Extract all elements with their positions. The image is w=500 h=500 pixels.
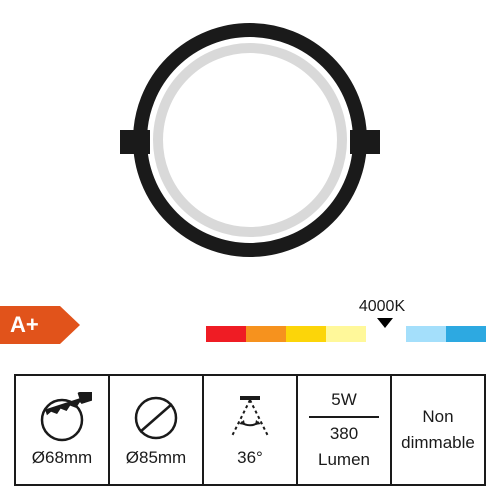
holesaw-icon xyxy=(18,392,106,444)
color-temp-spectrum xyxy=(206,326,486,342)
spec-table: Ø68mm Ø85mm 36° 5W xyxy=(14,374,486,486)
lumen-value: 380 xyxy=(330,418,358,450)
watt-label: 5W xyxy=(331,384,357,416)
spec-cell-diameter: Ø85mm xyxy=(110,376,204,484)
spec-cell-dimmable: Non dimmable xyxy=(392,376,484,484)
beam-angle-icon xyxy=(206,392,294,444)
color-temp-marker-icon xyxy=(377,318,393,328)
spec-cell-power: 5W 380 Lumen xyxy=(298,376,392,484)
spec-cell-cutout: Ø68mm xyxy=(16,376,110,484)
diameter-label: Ø85mm xyxy=(126,448,186,468)
dimmable-line1: Non xyxy=(422,401,453,433)
beam-angle-label: 36° xyxy=(237,448,263,468)
rating-text: A+ xyxy=(10,312,39,338)
color-temperature-indicator: 4000K xyxy=(206,298,486,342)
diameter-icon xyxy=(112,392,200,444)
lumen-label: Lumen xyxy=(318,450,370,476)
downlight-outline-diagram xyxy=(120,10,380,270)
cutout-label: Ø68mm xyxy=(32,448,92,468)
color-temp-label: 4000K xyxy=(242,298,500,316)
spec-cell-beam-angle: 36° xyxy=(204,376,298,484)
middle-row: A+ 4000K xyxy=(0,298,500,360)
energy-rating-badge: A+ xyxy=(0,306,80,344)
dimmable-line2: dimmable xyxy=(401,433,475,459)
